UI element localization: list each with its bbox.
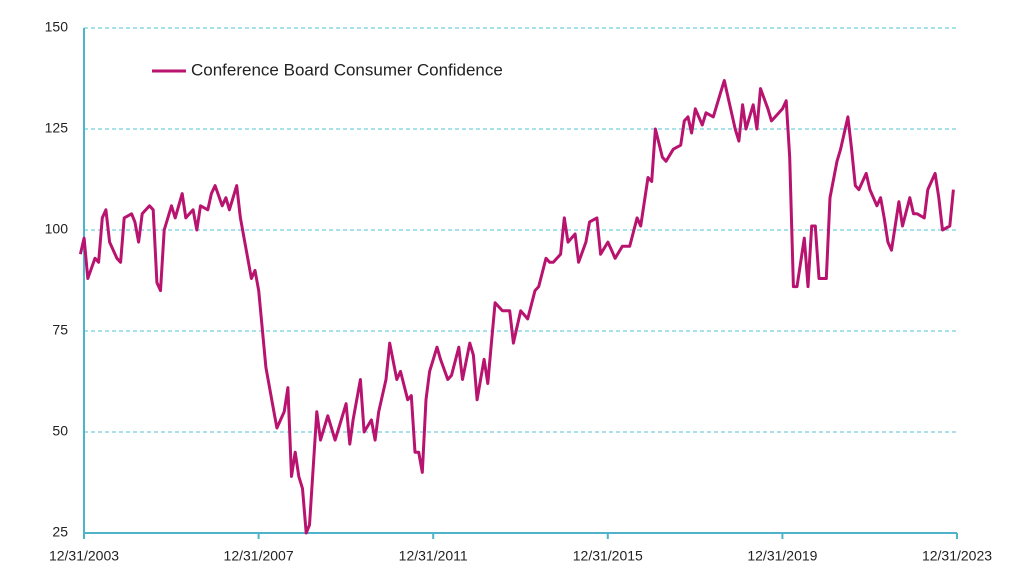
y-tick-label: 125 (45, 120, 69, 136)
y-tick-label: 75 (52, 322, 68, 338)
y-tick-label: 150 (45, 19, 69, 35)
x-tick-label: 12/31/2019 (747, 548, 817, 564)
y-tick-label: 50 (52, 423, 68, 439)
y-tick-label: 100 (45, 221, 69, 237)
x-tick-label: 12/31/2015 (573, 548, 643, 564)
x-tick-label: 12/31/2023 (922, 548, 992, 564)
y-tick-label: 25 (52, 524, 68, 540)
x-tick-label: 12/31/2007 (224, 548, 294, 564)
x-tick-label: 12/31/2011 (399, 548, 468, 564)
x-tick-label: 12/31/2003 (49, 548, 119, 564)
series-line (78, 79, 955, 535)
legend-label: Conference Board Consumer Confidence (191, 60, 503, 79)
